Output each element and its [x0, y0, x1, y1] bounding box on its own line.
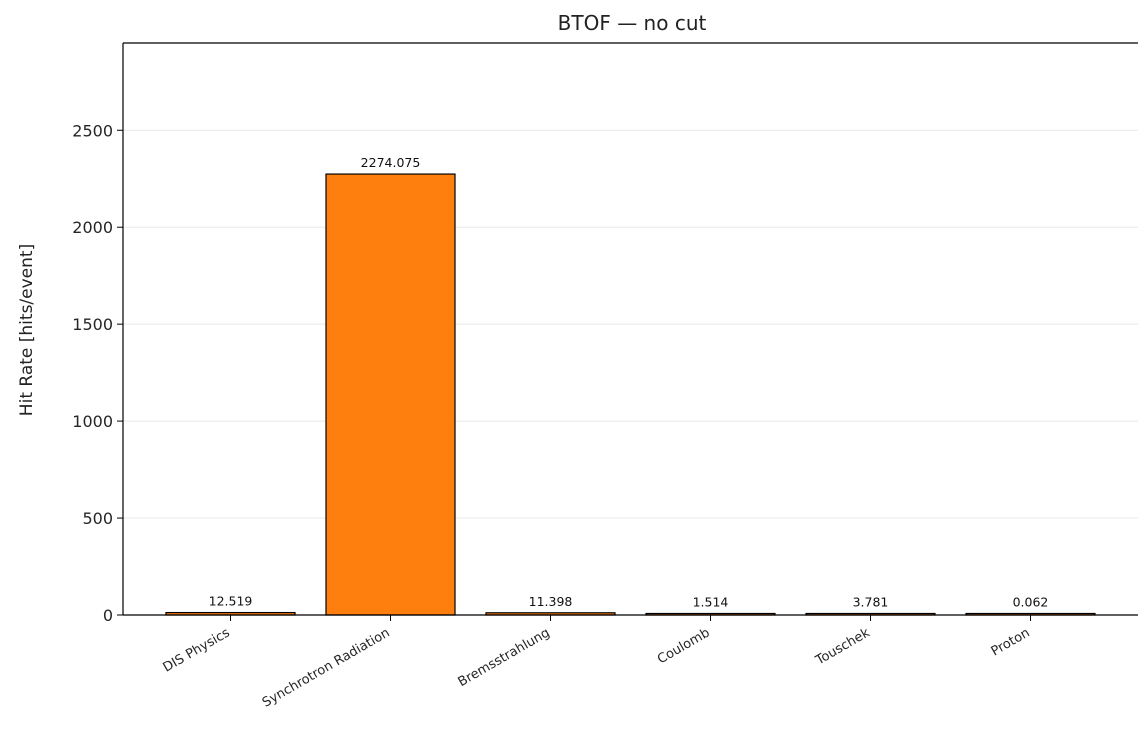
data-label: 11.398 — [529, 594, 573, 609]
gridlines — [123, 129, 1138, 519]
x-tick-label: DIS Physics — [161, 625, 233, 675]
x-tick-label: Proton — [989, 625, 1033, 659]
y-tick-label: 1500 — [72, 315, 113, 334]
chart-title: BTOF — no cut — [558, 11, 707, 35]
y-tick-label: 2000 — [72, 218, 113, 237]
data-label: 1.514 — [693, 595, 729, 610]
data-label: 2274.075 — [361, 155, 421, 170]
y-tick-label: 0 — [103, 606, 113, 625]
x-tick-label: Bremsstrahlung — [456, 625, 553, 690]
data-label: 0.062 — [1013, 595, 1049, 610]
data-label: 3.781 — [853, 595, 889, 610]
x-tick-label: Synchrotron Radiation — [260, 625, 393, 710]
x-tick-label: Touschek — [812, 625, 872, 669]
bars — [165, 173, 1096, 616]
data-label: 12.519 — [209, 594, 253, 609]
axes: DIS Physics Synchrotron Radiation Bremsstr… — [72, 42, 1138, 711]
data-labels: 12.519 2274.075 11.398 1.514 3.781 0.062 — [209, 155, 1049, 609]
x-tick-label: Coulomb — [655, 625, 713, 667]
y-tick-label: 1000 — [72, 412, 113, 431]
y-tick-label: 2500 — [72, 121, 113, 140]
y-axis-label: Hit Rate [hits/event] — [17, 244, 37, 416]
y-tick-label: 500 — [82, 509, 113, 528]
bar — [325, 173, 456, 616]
